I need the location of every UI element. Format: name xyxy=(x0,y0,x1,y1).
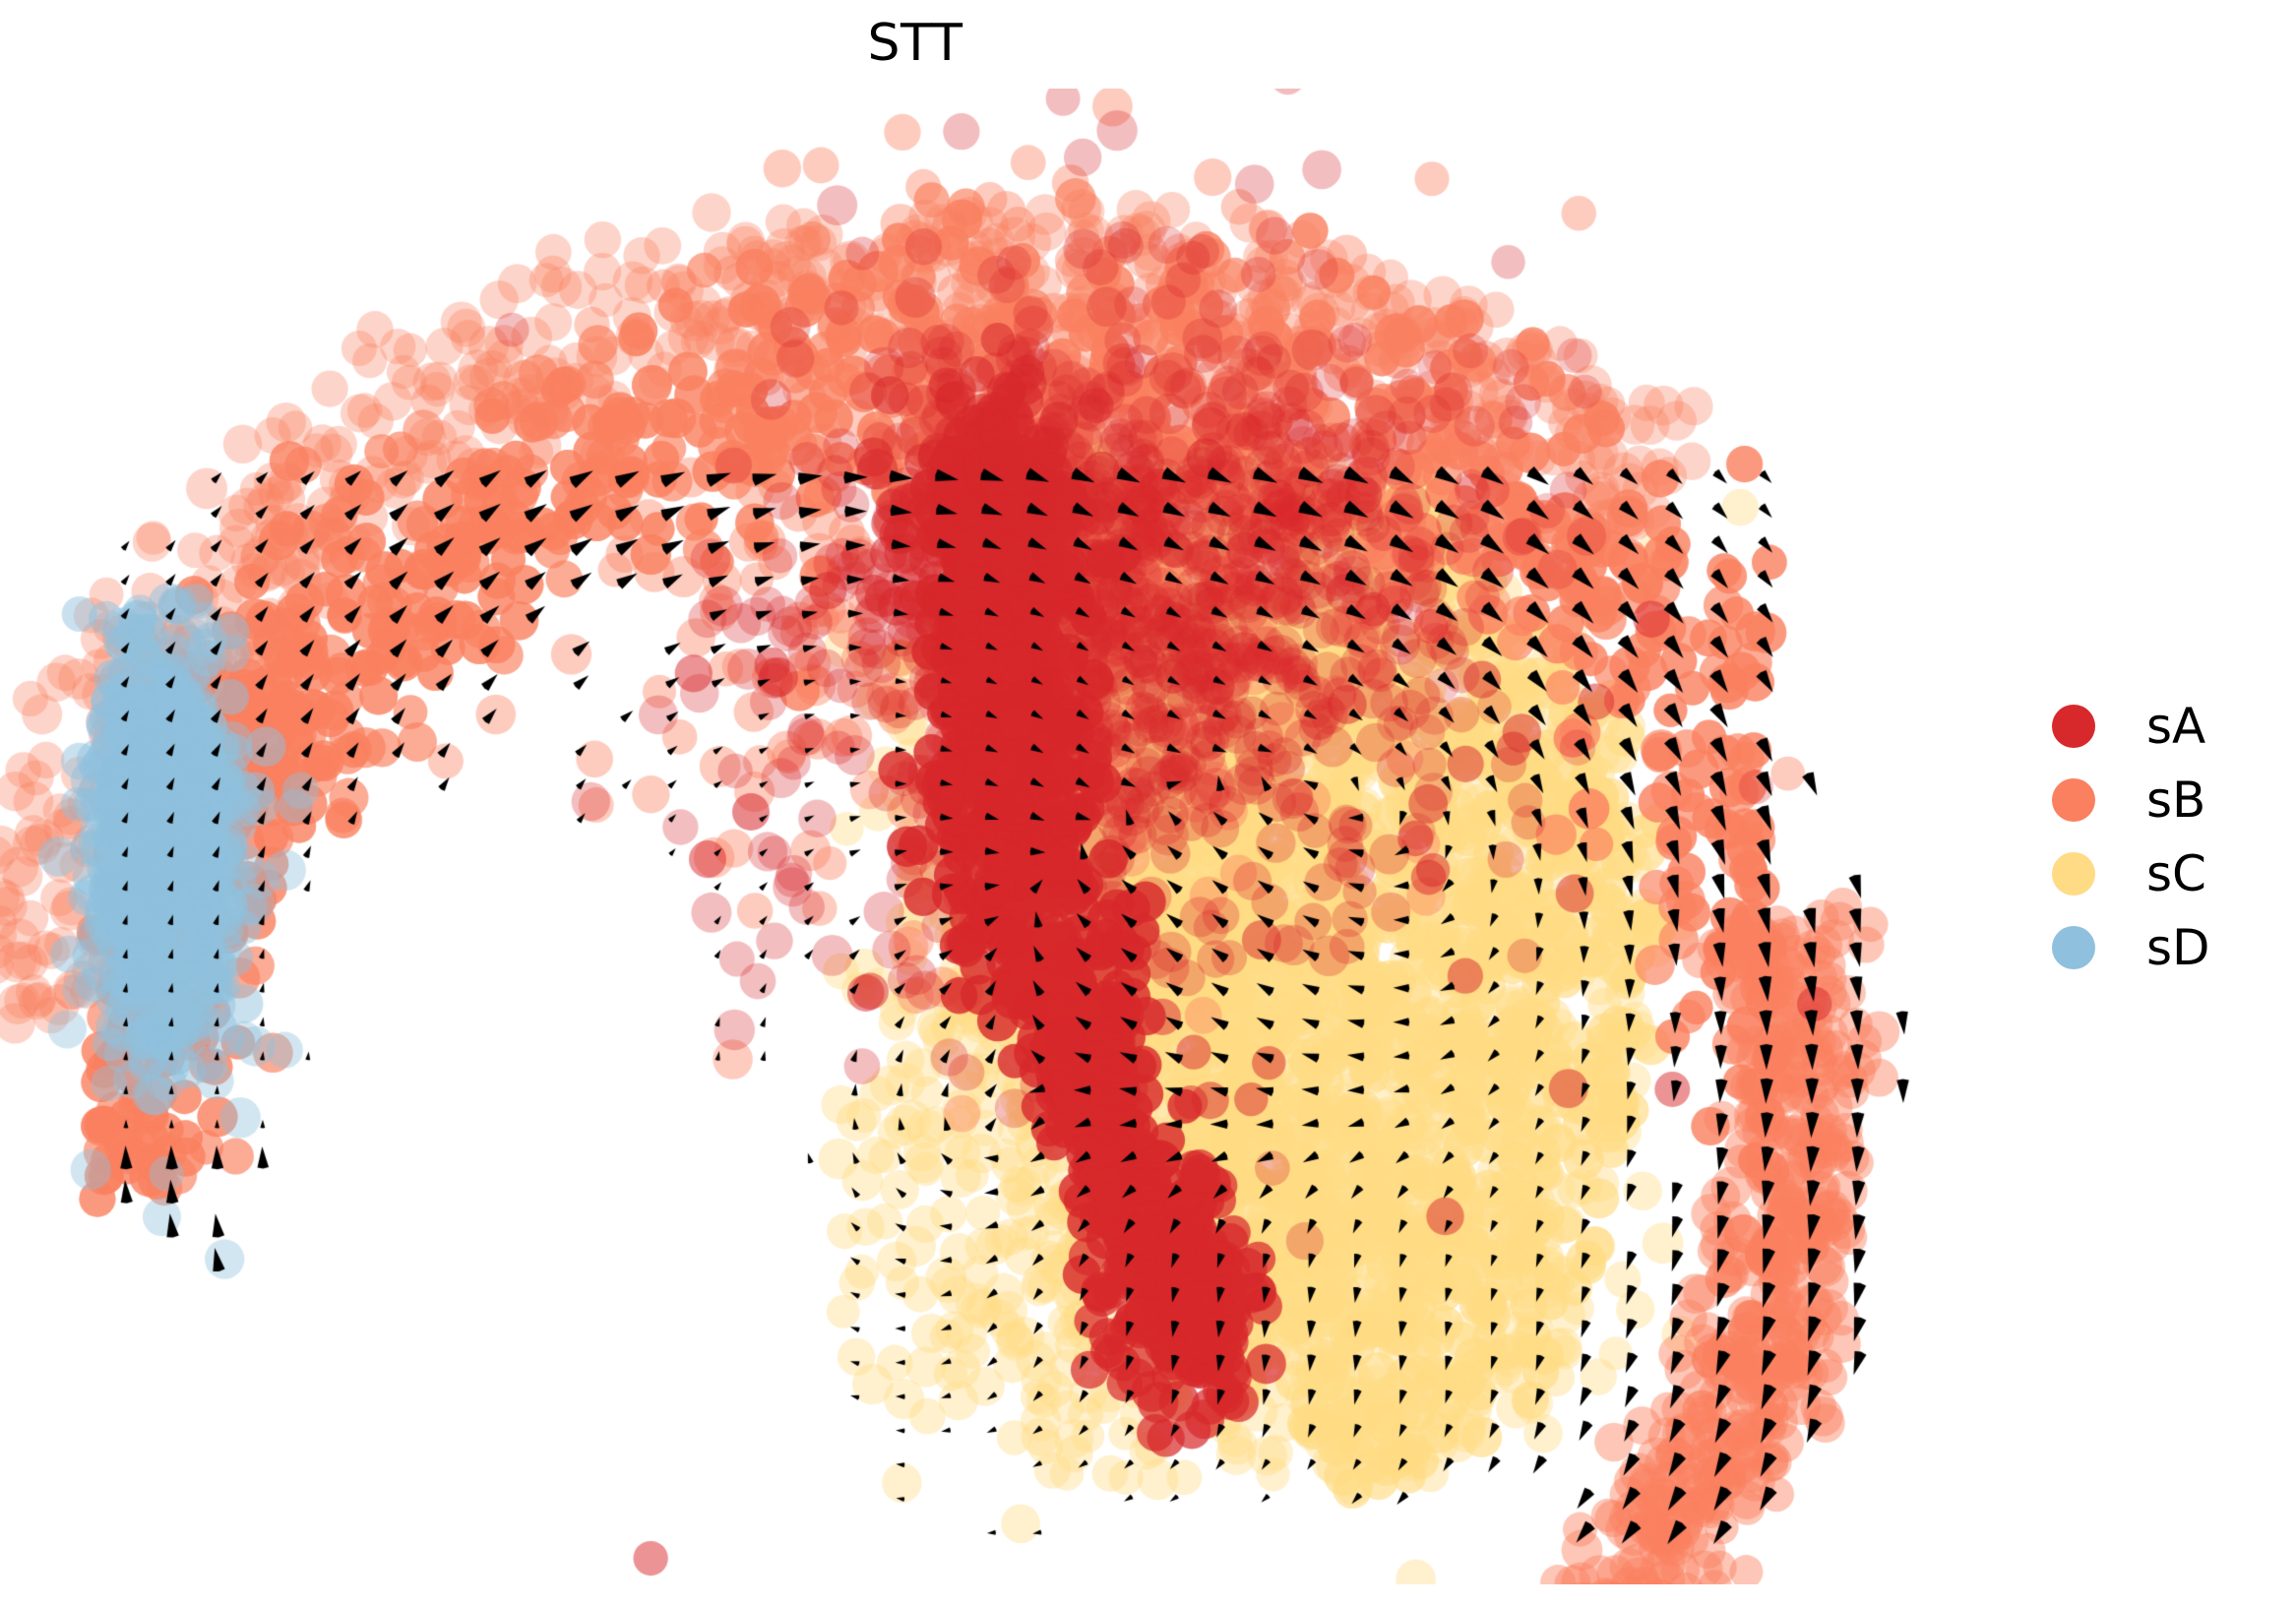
legend-item-sB[interactable]: sB xyxy=(2052,763,2296,836)
scatter-points-layer xyxy=(0,89,2008,1584)
legend-item-sA[interactable]: sA xyxy=(2052,689,2296,763)
legend-item-sC[interactable]: sC xyxy=(2052,836,2296,910)
legend-label-sB: sB xyxy=(2146,771,2206,829)
legend-label-sC: sC xyxy=(2146,844,2206,902)
legend-label-sD: sD xyxy=(2146,918,2210,976)
legend-swatch-sC xyxy=(2052,851,2095,896)
legend-label-sA: sA xyxy=(2146,697,2206,755)
legend-swatch-sD xyxy=(2052,925,2095,969)
legend-item-sD[interactable]: sD xyxy=(2052,910,2296,984)
legend: sA sB sC sD xyxy=(2052,689,2296,984)
legend-swatch-sA xyxy=(2052,704,2095,748)
legend-swatch-sB xyxy=(2052,777,2095,822)
plot-area xyxy=(0,89,2008,1584)
page-title: STT xyxy=(867,14,963,73)
